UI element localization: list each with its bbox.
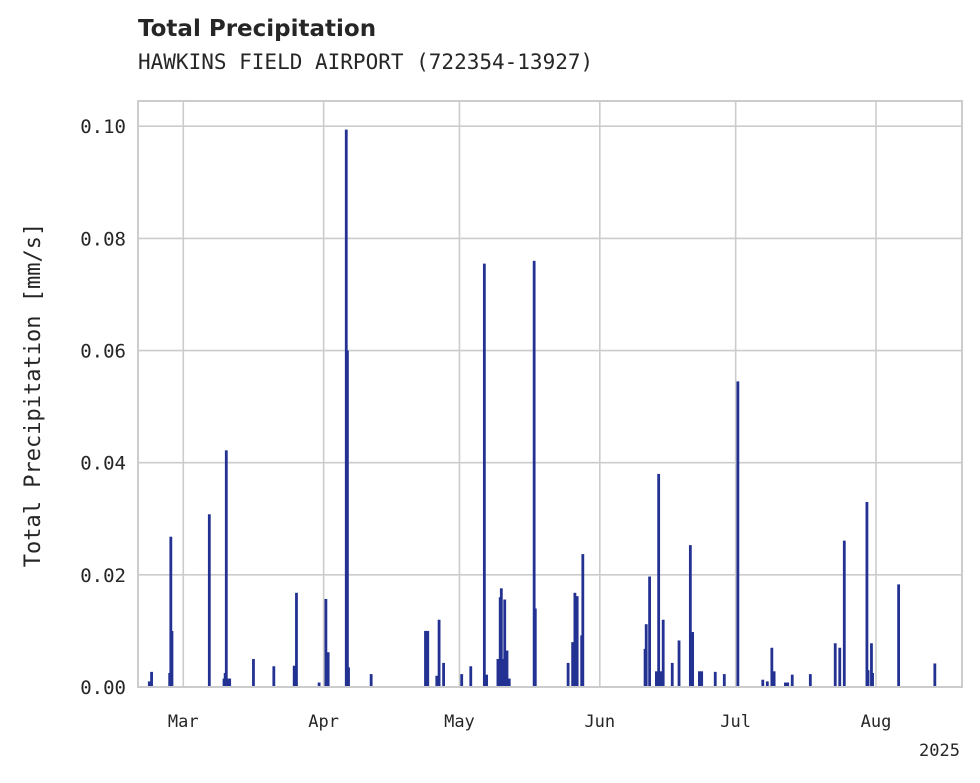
precipitation-bar xyxy=(469,666,473,687)
y-axis-label: Total Precipitation [mm/s] xyxy=(21,223,46,567)
precipitation-bar xyxy=(833,643,837,687)
precipitation-bar xyxy=(698,671,701,687)
x-tick-labels: Mar Apr May Jun Jul Aug xyxy=(168,712,891,732)
precipitation-bar xyxy=(661,619,665,687)
precipitation-bar xyxy=(503,599,507,687)
precipitation-bar xyxy=(426,630,430,687)
precipitation-bar xyxy=(326,652,330,687)
precipitation-bar xyxy=(657,473,661,687)
precipitation-bar xyxy=(170,630,174,687)
x-tick-label: Mar xyxy=(168,712,199,732)
y-tick-label: 0.04 xyxy=(80,453,126,475)
precipitation-bar xyxy=(295,592,298,687)
x-tick-label: Jun xyxy=(584,712,615,732)
precipitation-bar xyxy=(435,675,439,687)
precipitation-bar xyxy=(252,658,255,687)
precipitation-bar xyxy=(770,647,774,687)
precipitation-bar xyxy=(437,619,441,687)
y-tick-label: 0.10 xyxy=(80,116,126,138)
precipitation-bar xyxy=(532,260,536,687)
precipitation-bar xyxy=(784,682,787,687)
precipitation-bar xyxy=(659,671,663,687)
precipitation-bar xyxy=(499,588,503,687)
precipitation-bar xyxy=(871,672,874,687)
precipitation-bar xyxy=(808,674,812,687)
precipitation-bar xyxy=(324,598,328,687)
precipitation-bars xyxy=(147,129,937,688)
precipitation-bar xyxy=(573,592,577,687)
precipitation-bar xyxy=(460,674,464,687)
precipitation-bar xyxy=(424,630,427,687)
precipitation-bar xyxy=(575,596,579,687)
precipitation-bar xyxy=(866,670,870,687)
precipitation-bar xyxy=(700,671,704,687)
y-tick-label: 0.06 xyxy=(80,341,126,363)
precipitation-bar xyxy=(485,674,489,687)
y-tick-label: 0.02 xyxy=(80,565,126,587)
precipitation-bar xyxy=(496,658,500,687)
y-gridlines xyxy=(138,125,962,688)
precipitation-bar xyxy=(581,554,585,687)
precipitation-bar xyxy=(317,682,321,687)
precipitation-bar xyxy=(722,674,726,687)
precipitation-bar xyxy=(571,642,575,687)
precipitation-bar xyxy=(772,671,776,687)
chart-title: Total Precipitation xyxy=(138,16,377,42)
precipitation-bar xyxy=(648,576,651,687)
precipitation-bar xyxy=(691,632,695,687)
x-year-label: 2025 xyxy=(919,741,960,761)
precipitation-bar xyxy=(736,381,740,687)
precipitation-bar xyxy=(482,263,486,687)
precipitation-bar xyxy=(505,650,509,687)
precipitation-bar xyxy=(224,450,228,687)
precipitation-bar xyxy=(790,674,794,687)
precipitation-bar xyxy=(670,662,674,687)
precipitation-bar xyxy=(713,671,717,687)
precipitation-bar xyxy=(655,671,658,687)
precipitation-bar xyxy=(677,640,681,687)
precipitation-bar xyxy=(147,681,151,687)
precipitation-bar xyxy=(865,501,869,687)
chart-subtitle: HAWKINS FIELD AIRPORT (722354-13927) xyxy=(138,50,594,74)
precipitation-bar xyxy=(292,665,296,687)
precipitation-bar xyxy=(838,647,842,687)
y-tick-labels: 0.00 0.02 0.04 0.06 0.08 0.10 xyxy=(80,116,126,699)
precipitation-bar xyxy=(150,671,153,687)
precipitation-bar xyxy=(369,674,373,687)
precipitation-bar xyxy=(761,679,765,687)
x-tick-label: Jul xyxy=(720,712,751,732)
precipitation-bar xyxy=(897,584,901,687)
precipitation-bar xyxy=(507,678,511,687)
precipitation-bar xyxy=(533,608,537,687)
precipitation-bar xyxy=(786,682,790,687)
x-tick-label: May xyxy=(444,712,475,732)
precipitation-bar xyxy=(169,536,173,687)
precipitation-bar xyxy=(688,545,692,687)
plot-area-frame xyxy=(137,100,963,688)
precipitation-bar xyxy=(566,662,570,687)
precipitation-bar xyxy=(346,350,349,687)
precipitation-bar xyxy=(207,514,211,687)
precipitation-bar xyxy=(347,667,350,687)
precipitation-bar xyxy=(842,540,846,687)
precipitation-bar xyxy=(933,663,937,687)
precipitation-bar xyxy=(272,666,276,687)
precipitation-bar xyxy=(442,662,445,687)
y-tick-label: 0.00 xyxy=(80,677,126,699)
x-gridlines xyxy=(182,101,877,687)
precipitation-bar xyxy=(644,624,648,687)
precipitation-bar xyxy=(765,681,769,687)
precipitation-bar xyxy=(870,643,873,687)
x-tick-label: Apr xyxy=(308,712,339,732)
precipitation-bar xyxy=(228,678,232,687)
y-tick-label: 0.08 xyxy=(80,228,126,250)
precipitation-bar xyxy=(501,658,504,687)
x-tick-label: Aug xyxy=(861,712,892,732)
